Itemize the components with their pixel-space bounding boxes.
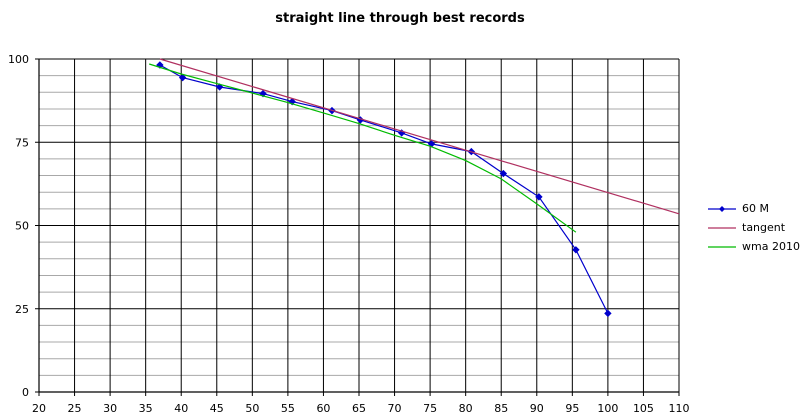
series-line-1 bbox=[159, 58, 680, 215]
x-tick-label: 80 bbox=[459, 402, 473, 415]
y-tick-labels: 0 25 50 75 100 bbox=[8, 53, 29, 399]
series-line-2 bbox=[149, 63, 577, 233]
x-tick-label: 110 bbox=[669, 402, 690, 415]
x-tick-label: 35 bbox=[139, 402, 153, 415]
data-point bbox=[215, 83, 224, 91]
y-tick-label: 75 bbox=[15, 136, 29, 149]
x-tick-label: 75 bbox=[423, 402, 437, 415]
legend: 60 M tangent wma 2010 bbox=[708, 199, 800, 256]
data-point bbox=[535, 193, 543, 201]
legend-swatch bbox=[708, 226, 736, 229]
x-tick-label: 65 bbox=[352, 402, 366, 415]
legend-item: 60 M bbox=[708, 199, 800, 218]
data-point bbox=[178, 73, 187, 82]
y-tick-label: 100 bbox=[8, 53, 29, 66]
series-line-0 bbox=[159, 64, 609, 314]
x-tick-label: 25 bbox=[68, 402, 82, 415]
legend-item: tangent bbox=[708, 218, 800, 237]
x-tick-label: 95 bbox=[565, 402, 579, 415]
x-tick-label: 20 bbox=[32, 402, 46, 415]
x-tick-label: 105 bbox=[633, 402, 654, 415]
x-tick-label: 90 bbox=[530, 402, 544, 415]
data-point bbox=[499, 169, 508, 178]
y-tick-label: 25 bbox=[15, 303, 29, 316]
chart-title: straight line through best records bbox=[275, 11, 525, 26]
legend-item: wma 2010 bbox=[708, 237, 800, 256]
legend-label: 60 M bbox=[742, 202, 769, 215]
x-tick-labels: 20 25 30 35 40 45 50 55 60 65 70 75 80 85 90 95 100 105 11… bbox=[32, 402, 690, 415]
x-tick-label: 50 bbox=[245, 402, 259, 415]
x-tick-label: 45 bbox=[210, 402, 224, 415]
data-point bbox=[572, 246, 580, 254]
axes bbox=[35, 58, 680, 396]
legend-label: wma 2010 bbox=[742, 240, 800, 253]
major-gridlines bbox=[39, 58, 680, 392]
y-tick-label: 0 bbox=[22, 386, 29, 399]
y-tick-label: 50 bbox=[15, 220, 29, 233]
x-tick-label: 60 bbox=[316, 402, 330, 415]
x-tick-label: 55 bbox=[281, 402, 295, 415]
data-point bbox=[604, 309, 612, 318]
x-tick-label: 70 bbox=[388, 402, 402, 415]
legend-label: tangent bbox=[742, 221, 786, 234]
x-tick-label: 40 bbox=[174, 402, 188, 415]
x-tick-label: 100 bbox=[597, 402, 618, 415]
x-tick-label: 85 bbox=[494, 402, 508, 415]
series-layer bbox=[149, 58, 680, 318]
x-tick-label: 30 bbox=[103, 402, 117, 415]
legend-swatch bbox=[708, 245, 736, 248]
legend-swatch bbox=[708, 205, 736, 212]
